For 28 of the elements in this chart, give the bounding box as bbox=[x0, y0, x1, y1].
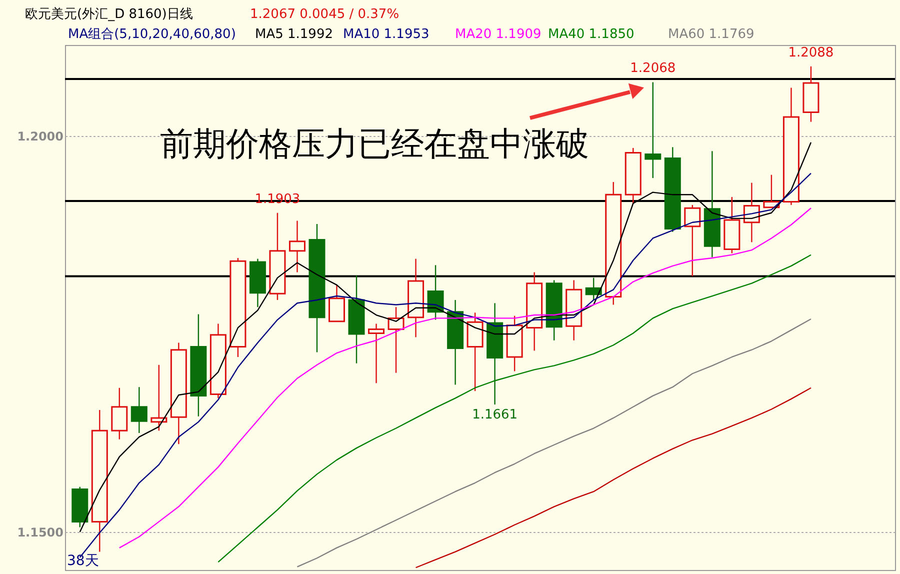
annotation: 1.1661 bbox=[472, 408, 518, 422]
line-series bbox=[296, 318, 812, 568]
candlestick bbox=[585, 277, 602, 301]
candlestick bbox=[644, 82, 662, 179]
candlestick bbox=[684, 204, 701, 277]
candlestick bbox=[368, 323, 385, 384]
candlestick bbox=[328, 284, 345, 322]
candlestick bbox=[111, 387, 128, 440]
chart-subtitle: 1.2067 0.0045 / 0.37% bbox=[250, 7, 400, 22]
text: MA20 1.1909 bbox=[455, 27, 542, 42]
line-series bbox=[118, 208, 812, 548]
legend-title: MA组合(5,10,20,40,60,80) bbox=[68, 27, 236, 42]
candlestick bbox=[150, 364, 168, 432]
line-series bbox=[415, 387, 812, 568]
chart-title: 欧元美元(外汇_D 8160)日线 bbox=[25, 6, 193, 22]
text: MA5 1.1992 bbox=[255, 27, 333, 42]
candlestick bbox=[288, 220, 306, 273]
annotation: 前期价格压力已经在盘中涨破 bbox=[160, 124, 589, 163]
y-tick-label: 1.2000 bbox=[17, 130, 64, 144]
text: MA40 1.1850 bbox=[548, 27, 634, 42]
annotation: 38天 bbox=[67, 553, 99, 569]
candlestick bbox=[130, 386, 148, 434]
y-tick-label: 1.1500 bbox=[17, 525, 64, 540]
annotation: 1.2068 bbox=[630, 61, 676, 76]
line-series bbox=[218, 254, 812, 563]
annotation: 1.2088 bbox=[788, 45, 834, 60]
text: MA10 1.1953 bbox=[343, 27, 430, 42]
text: MA60 1.1769 bbox=[668, 27, 754, 42]
